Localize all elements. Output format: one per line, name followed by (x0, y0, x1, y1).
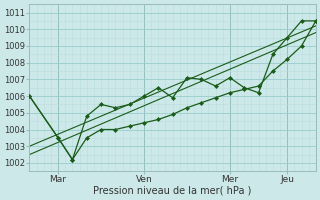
X-axis label: Pression niveau de la mer( hPa ): Pression niveau de la mer( hPa ) (93, 186, 252, 196)
